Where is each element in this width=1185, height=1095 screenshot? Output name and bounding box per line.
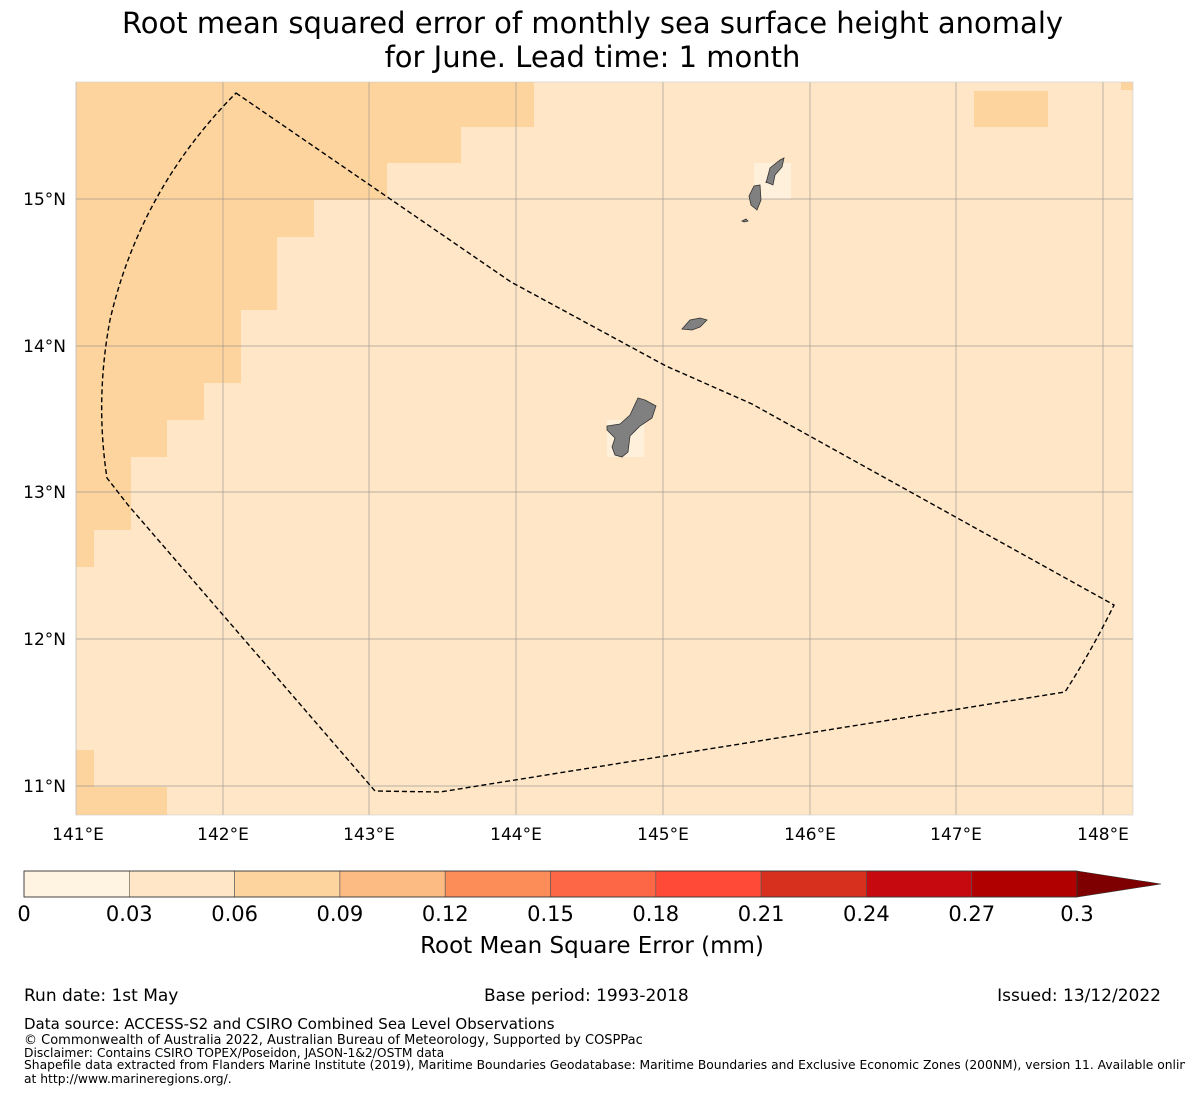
lat-tick-label: 11°N: [23, 777, 66, 797]
colorbar-tick-label: 0.03: [106, 902, 153, 926]
lat-axis: 15°N 14°N 13°N 12°N 11°N: [23, 190, 66, 797]
error-patch-medium-southwest: [76, 750, 94, 787]
colorbar-frame: [23, 870, 1078, 898]
island-rota: [681, 317, 708, 331]
lon-tick-label: 148°E: [1077, 825, 1129, 845]
error-region-medium-west: [76, 82, 534, 567]
error-patch-medium-south: [76, 787, 167, 815]
colorbar-segment: [129, 870, 235, 898]
lat-tick-label: 13°N: [23, 483, 66, 503]
colorbar-tick-label: 0.24: [843, 902, 890, 926]
lat-tick-label: 12°N: [23, 630, 66, 650]
colorbar-tick-label: 0.12: [422, 902, 469, 926]
title-line-1: Root mean squared error of monthly sea s…: [121, 6, 1064, 40]
colorbar-segment: [444, 870, 551, 898]
lat-tick-label: 14°N: [23, 337, 66, 357]
lon-tick-label: 147°E: [930, 825, 982, 845]
copyright: © Commonwealth of Australia 2022, Austra…: [24, 1033, 643, 1048]
colorbar-segment: [655, 870, 762, 898]
colorbar-tick-label: 0.15: [527, 902, 574, 926]
map-gridlines: [75, 82, 1133, 815]
colorbar-segment: [760, 870, 867, 898]
colorbar-segment: [339, 870, 446, 898]
map-panel: [75, 81, 1134, 816]
lon-axis: 141°E 142°E 143°E 144°E 145°E 146°E 147°…: [52, 825, 1129, 845]
shapefile-credit-1: Shapefile data extracted from Flanders M…: [24, 1058, 1185, 1072]
title-line-2: for June. Lead time: 1 month: [384, 40, 801, 74]
lon-tick-label: 141°E: [52, 825, 104, 845]
lon-tick-label: 146°E: [784, 825, 836, 845]
eez-boundary: [100, 92, 1115, 793]
colorbar-tick-label: 0.27: [948, 902, 995, 926]
shapefile-credit-2: at http://www.marineregions.org/.: [24, 1072, 232, 1086]
colorbar-segment: [866, 870, 973, 898]
colorbar-ticks: 0 0.03 0.06 0.09 0.12 0.15 0.18 0.21 0.24 0.27 0.3: [17, 902, 1093, 926]
colorbar: [23, 870, 1162, 898]
lon-tick-label: 145°E: [637, 825, 689, 845]
island-aguijan: [741, 218, 749, 223]
colorbar-extend-arrow: [1076, 870, 1162, 898]
island-guam: [606, 397, 657, 458]
lon-tick-label: 143°E: [343, 825, 395, 845]
colorbar-tick-label: 0.18: [632, 902, 679, 926]
colorbar-tick-label: 0: [17, 902, 30, 926]
colorbar-segment: [234, 870, 341, 898]
issued-date: Issued: 13/12/2022: [997, 986, 1161, 1006]
lon-tick-label: 144°E: [490, 825, 542, 845]
colorbar-segment: [971, 870, 1078, 898]
colorbar-tick-label: 0.3: [1060, 902, 1093, 926]
colorbar-label: Root Mean Square Error (mm): [420, 933, 764, 959]
error-patch-medium-corner: [1121, 82, 1133, 90]
colorbar-tick-label: 0.06: [211, 902, 258, 926]
base-period: Base period: 1993-2018: [484, 986, 689, 1006]
disclaimer: Disclaimer: Contains CSIRO TOPEX/Poseido…: [24, 1046, 445, 1060]
colorbar-tick-label: 0.09: [317, 902, 364, 926]
island-tinian: [748, 184, 762, 211]
lon-tick-label: 142°E: [197, 825, 249, 845]
island-saipan: [765, 157, 785, 186]
data-source: Data source: ACCESS-S2 and CSIRO Combine…: [24, 1015, 555, 1033]
error-patch-medium-northeast: [974, 91, 1048, 127]
colorbar-tick-label: 0.21: [738, 902, 785, 926]
colorbar-segment: [23, 870, 130, 898]
map-frame: [75, 81, 1134, 816]
colorbar-segment: [550, 870, 657, 898]
run-date: Run date: 1st May: [24, 986, 179, 1006]
islands: [606, 157, 785, 458]
map-title: Root mean squared error of monthly sea s…: [0, 6, 1185, 74]
lat-tick-label: 15°N: [23, 190, 66, 210]
